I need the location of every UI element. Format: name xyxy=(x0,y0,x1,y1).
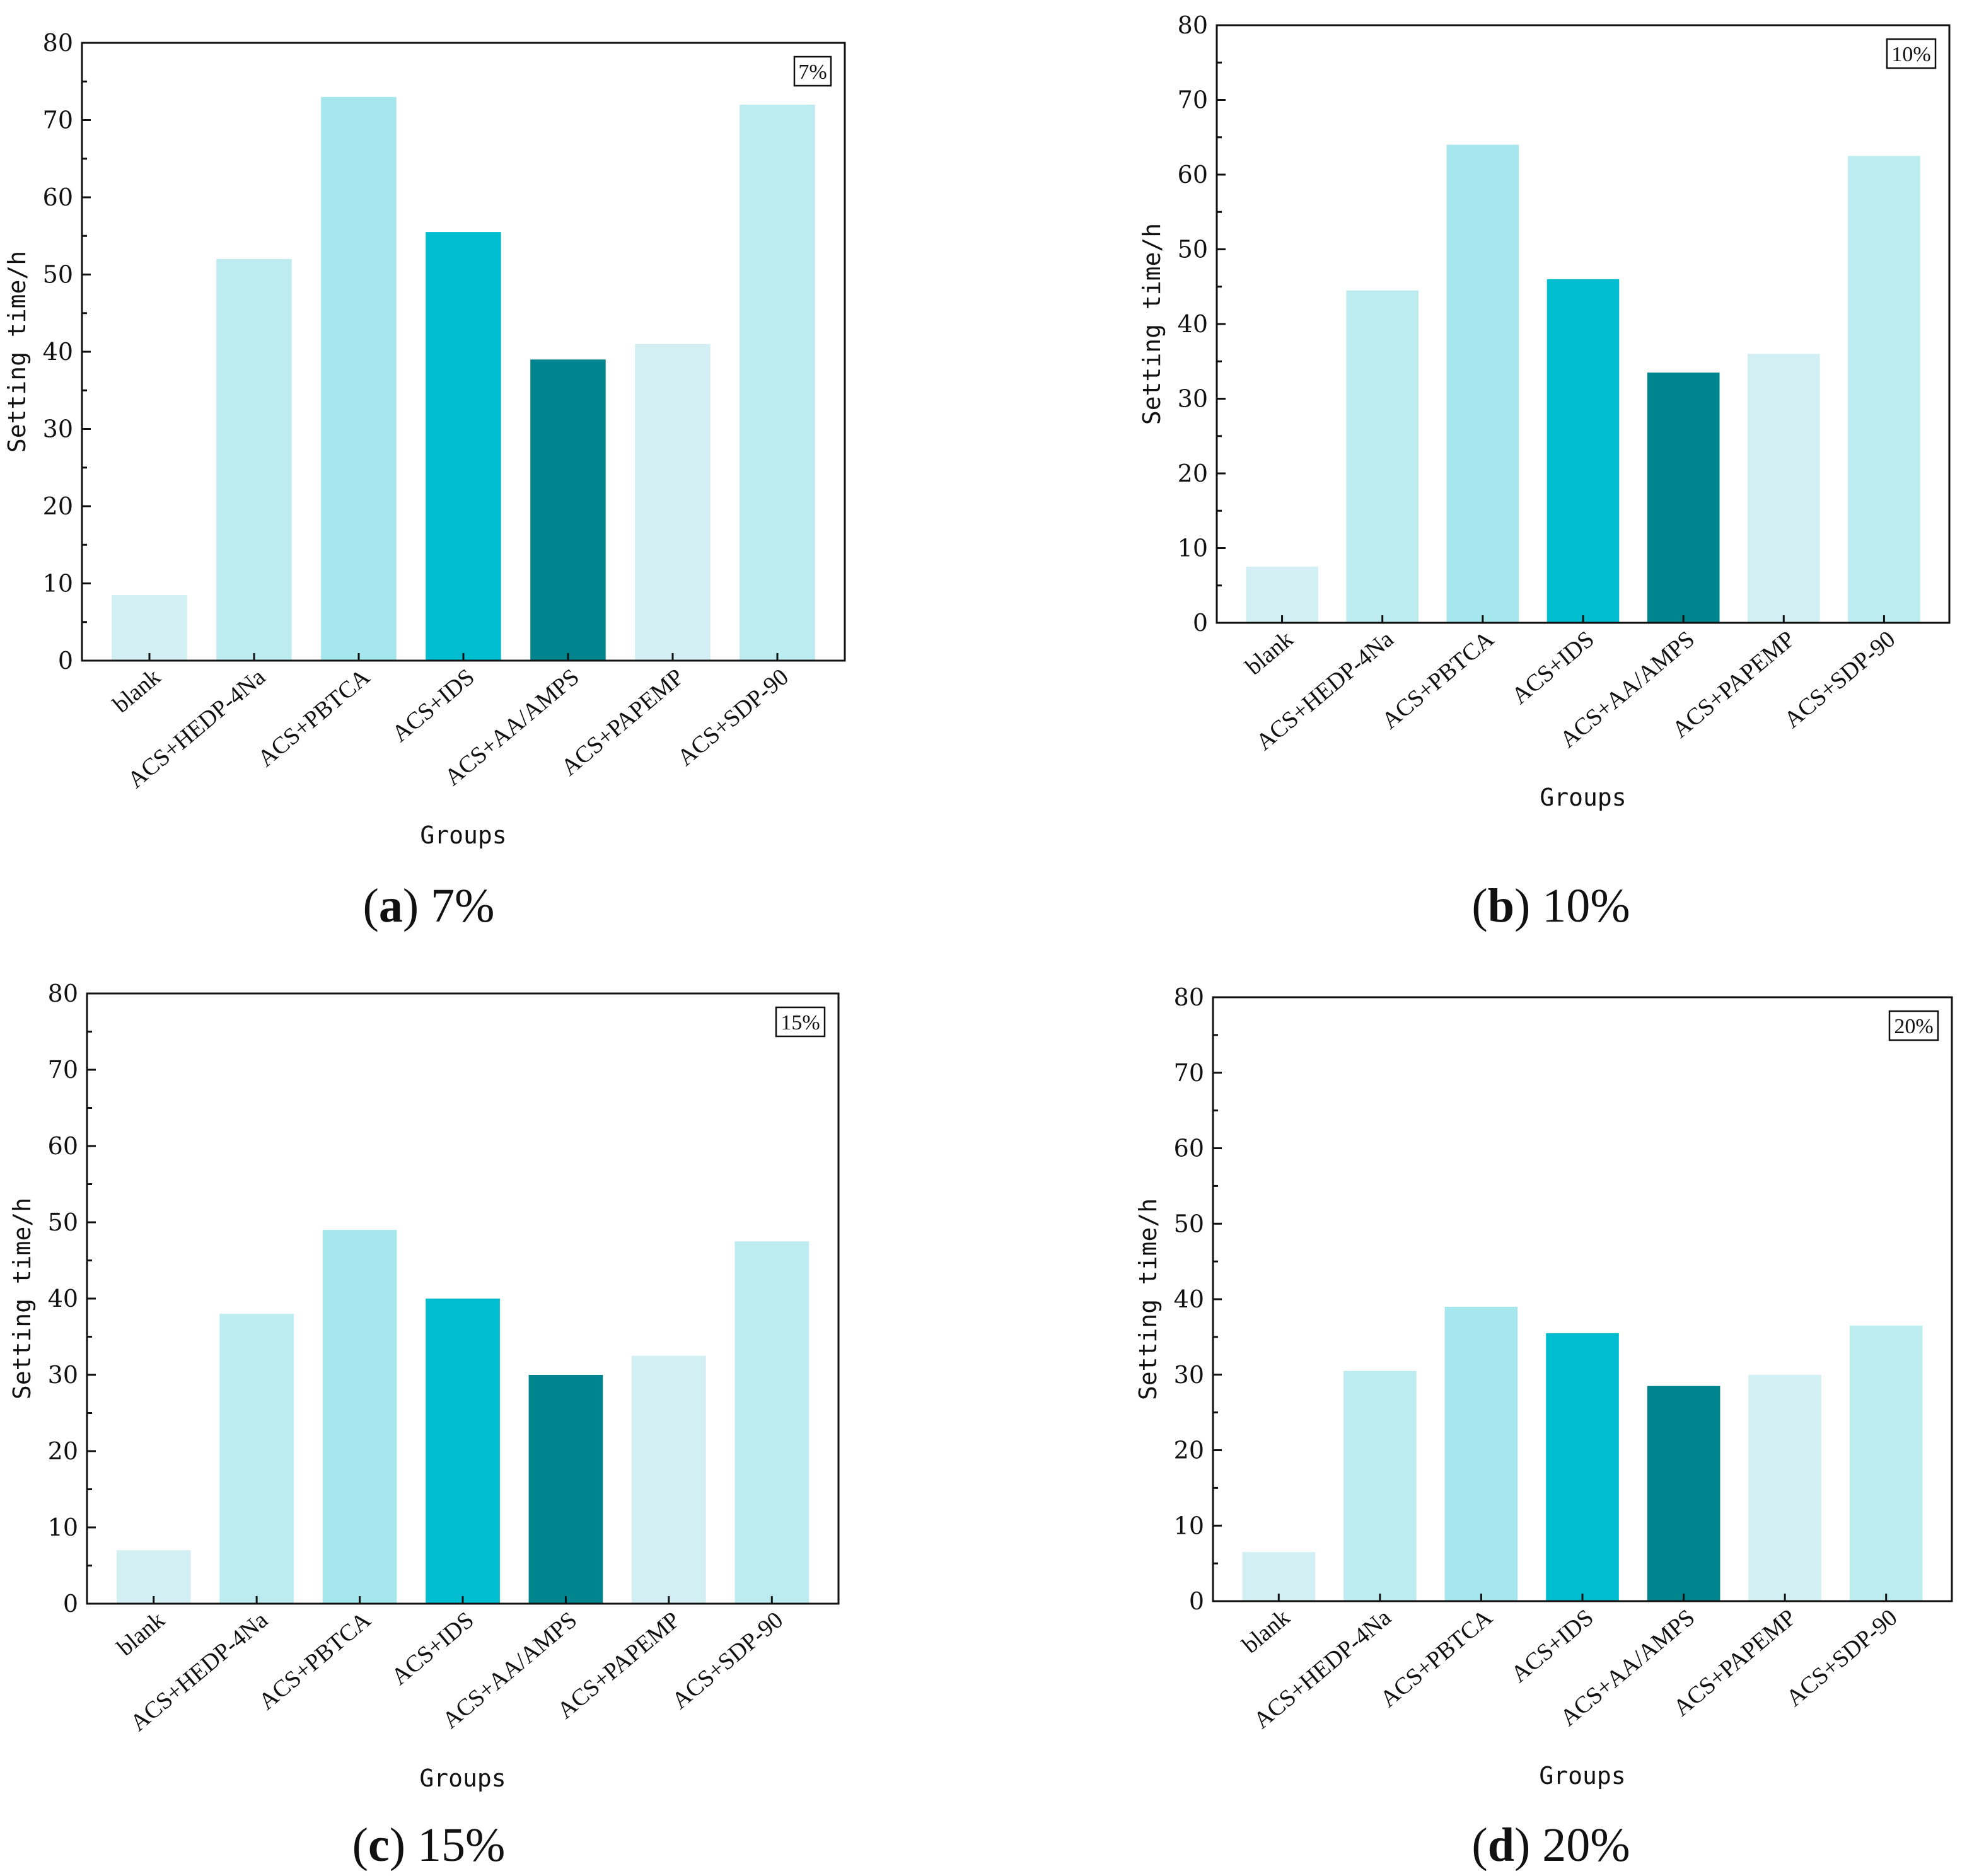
y-tick-label-a-4: 40 xyxy=(43,338,73,366)
y-tick-label-c-4: 40 xyxy=(48,1285,78,1312)
x-axis-title-c: Groups xyxy=(419,1764,506,1792)
tag-box-d xyxy=(1888,1010,1939,1041)
y-axis-title-c: Setting time/h xyxy=(8,1198,36,1399)
caption-b: (b) 10% xyxy=(1471,879,1630,932)
chart-panel-a: 01020304050607080blankACS+HEDP-4NaACS+PB… xyxy=(3,29,846,932)
bar-a-1 xyxy=(216,259,292,661)
y-axis-title-d: Setting time/h xyxy=(1134,1198,1162,1400)
bar-d-5 xyxy=(1748,1374,1821,1602)
tag-box-a xyxy=(793,55,832,87)
y-tick-label-d-7: 70 xyxy=(1174,1059,1204,1087)
y-tick-label-a-3: 30 xyxy=(43,415,73,443)
tag-label-a: 7% xyxy=(798,61,827,84)
tag-box-c xyxy=(775,1006,826,1038)
y-tick-label-b-0: 0 xyxy=(1193,609,1208,637)
bar-b-6 xyxy=(1848,156,1920,623)
y-tick-label-b-1: 10 xyxy=(1178,535,1208,562)
caption-c: (c) 15% xyxy=(352,1819,506,1872)
bar-b-3 xyxy=(1546,279,1620,623)
bar-a-2 xyxy=(321,96,397,661)
bar-c-5 xyxy=(632,1355,706,1604)
y-tick-label-d-2: 20 xyxy=(1174,1437,1204,1464)
bar-a-4 xyxy=(530,359,606,661)
y-tick-label-c-7: 70 xyxy=(48,1056,78,1084)
y-tick-label-a-1: 10 xyxy=(43,570,73,598)
bar-b-0 xyxy=(1246,567,1318,623)
y-tick-label-c-2: 20 xyxy=(48,1437,78,1465)
y-tick-label-d-3: 30 xyxy=(1174,1361,1204,1389)
tag-label-d: 20% xyxy=(1894,1015,1933,1038)
y-tick-label-d-0: 0 xyxy=(1189,1587,1204,1615)
bar-d-6 xyxy=(1849,1325,1923,1601)
tag-box-b xyxy=(1886,38,1937,69)
y-tick-label-c-8: 80 xyxy=(48,980,78,1007)
y-tick-label-b-4: 40 xyxy=(1178,310,1208,338)
bar-b-4 xyxy=(1647,373,1720,623)
x-axis-title-b: Groups xyxy=(1540,784,1626,811)
bar-d-3 xyxy=(1546,1333,1619,1601)
bar-d-1 xyxy=(1343,1370,1417,1601)
y-tick-label-b-6: 60 xyxy=(1178,161,1208,188)
bar-b-5 xyxy=(1748,354,1820,623)
tag-label-b: 10% xyxy=(1891,43,1930,66)
y-tick-label-b-7: 70 xyxy=(1178,86,1208,114)
y-tick-label-a-2: 20 xyxy=(43,492,73,520)
bar-a-0 xyxy=(112,594,187,661)
bar-d-2 xyxy=(1444,1307,1518,1601)
bar-c-4 xyxy=(528,1375,603,1604)
caption-a: (a) 7% xyxy=(363,879,495,932)
y-tick-label-a-8: 80 xyxy=(43,29,73,57)
y-tick-label-c-3: 30 xyxy=(48,1361,78,1389)
y-tick-label-d-6: 60 xyxy=(1174,1135,1204,1162)
bar-d-4 xyxy=(1647,1386,1720,1601)
y-tick-label-b-2: 20 xyxy=(1178,460,1208,487)
bar-b-1 xyxy=(1346,290,1419,623)
y-tick-label-d-1: 10 xyxy=(1174,1512,1204,1539)
y-tick-label-a-6: 60 xyxy=(43,183,73,211)
bar-a-6 xyxy=(740,105,815,661)
y-tick-label-c-1: 10 xyxy=(48,1514,78,1541)
bar-c-1 xyxy=(219,1314,294,1604)
y-axis-title-b: Setting time/h xyxy=(1138,223,1166,425)
y-tick-label-b-5: 50 xyxy=(1178,236,1208,263)
caption-d: (d) 20% xyxy=(1471,1819,1630,1872)
y-tick-label-c-0: 0 xyxy=(63,1590,78,1618)
bar-c-0 xyxy=(116,1550,191,1604)
bar-c-2 xyxy=(322,1230,397,1604)
y-tick-label-d-8: 80 xyxy=(1174,983,1204,1011)
bar-a-5 xyxy=(635,344,711,661)
y-tick-label-a-7: 70 xyxy=(43,107,73,134)
bar-c-3 xyxy=(426,1299,500,1604)
y-tick-label-d-4: 40 xyxy=(1174,1285,1204,1313)
bar-d-0 xyxy=(1242,1552,1316,1601)
bar-a-3 xyxy=(426,232,501,661)
bar-c-6 xyxy=(734,1241,809,1604)
y-tick-label-b-3: 30 xyxy=(1178,385,1208,413)
y-tick-label-c-6: 60 xyxy=(48,1132,78,1160)
bar-b-2 xyxy=(1446,144,1519,623)
y-axis-title-a: Setting time/h xyxy=(3,251,31,453)
y-tick-label-c-5: 50 xyxy=(48,1208,78,1236)
tag-label-c: 15% xyxy=(780,1011,820,1034)
y-tick-label-a-0: 0 xyxy=(58,647,73,675)
y-tick-label-d-5: 50 xyxy=(1174,1210,1204,1237)
x-axis-title-a: Groups xyxy=(420,821,506,849)
x-axis-title-d: Groups xyxy=(1539,1762,1625,1790)
y-tick-label-a-5: 50 xyxy=(43,261,73,289)
y-tick-label-b-8: 80 xyxy=(1178,11,1208,39)
